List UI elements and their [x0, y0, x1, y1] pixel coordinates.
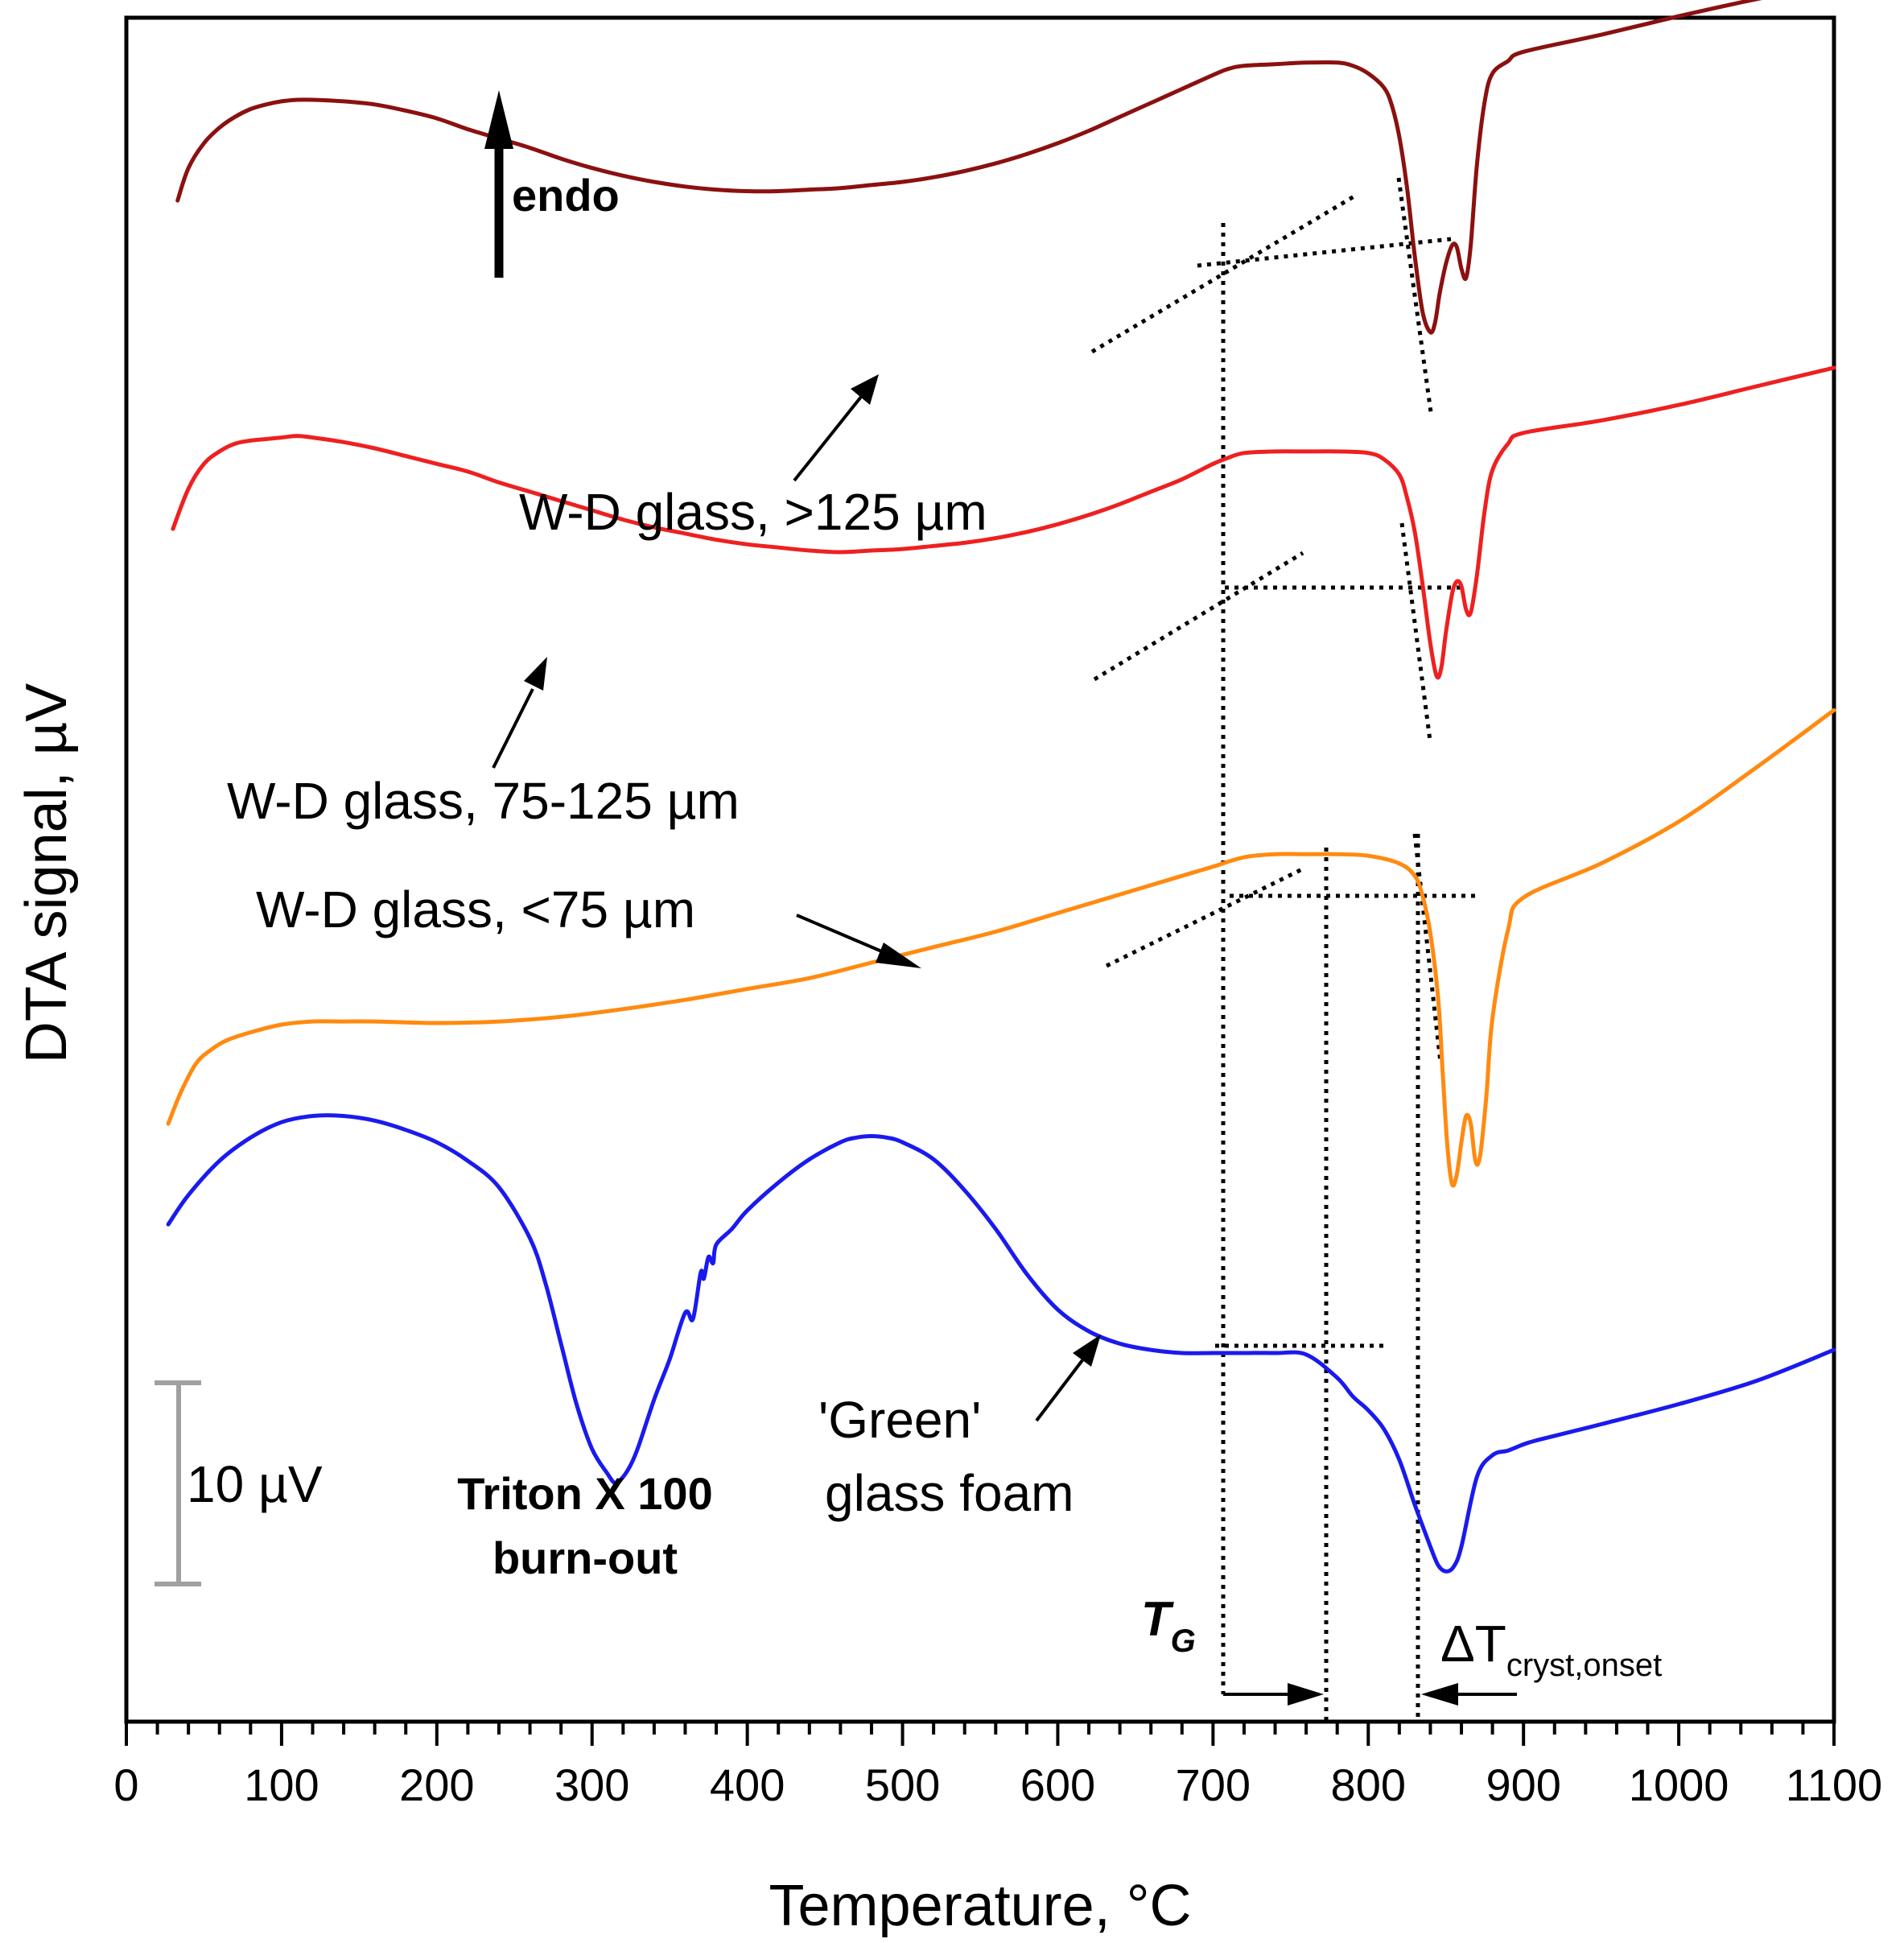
tg-label: TG [1141, 1592, 1196, 1659]
label-green-line1: 'Green' [818, 1391, 981, 1449]
pointer-75-125 [492, 688, 534, 769]
guide-lines [1090, 177, 1481, 1722]
pointer-lt75 [796, 914, 890, 956]
x-tick-label: 200 [399, 1759, 474, 1810]
series-75-125um [171, 365, 1836, 680]
pointer-gt125 [793, 395, 863, 482]
series-layer [166, 0, 1836, 1574]
pointer-green-head [1073, 1335, 1101, 1367]
dt-arrow-head [1421, 1683, 1458, 1706]
x-tick-label: 900 [1486, 1759, 1560, 1810]
pointer-75-125-head [524, 657, 547, 691]
series-gt125um [175, 0, 1762, 335]
x-tick-label: 1100 [1786, 1759, 1882, 1810]
x-tick-label: 0 [113, 1759, 138, 1810]
label-gt125: W-D glass, >125 µm [519, 483, 987, 541]
tangent-gt125-drop [1396, 177, 1433, 413]
pointer-green [1035, 1359, 1084, 1422]
x-tick-label: 800 [1331, 1759, 1406, 1810]
pointer-gt125-head [851, 374, 879, 405]
dt-label-sub: cryst,onset [1506, 1648, 1662, 1683]
x-tick-label: 700 [1176, 1759, 1251, 1810]
tangent-lt75-slope [1105, 867, 1304, 968]
tg-label-sub: G [1171, 1623, 1196, 1659]
x-tick-label: 300 [554, 1759, 629, 1810]
label-triton-line1: Triton X 100 [457, 1468, 712, 1519]
plot-frame [124, 15, 1836, 1724]
tangent-gt125-flat [1197, 237, 1452, 268]
series-green-foam [166, 1113, 1836, 1574]
dt-label-main: ΔT [1440, 1615, 1506, 1673]
series-lt75um [166, 707, 1836, 1188]
tangent-gt125-slope [1090, 192, 1358, 354]
label-75-125: W-D glass, 75-125 µm [227, 772, 740, 830]
x-tick-label: 100 [244, 1759, 319, 1810]
x-axis-title: Temperature, °C [769, 1874, 1192, 1938]
tg-arrow-head [1288, 1683, 1324, 1706]
tg-label-main: T [1141, 1592, 1174, 1646]
x-axis: 0 100 200 300 400 500 600 700 800 900 1000 1100 [113, 1722, 1882, 1810]
y-axis-title: DTA signal, µV [14, 683, 79, 1063]
tangent-75-125-drop [1399, 522, 1432, 741]
dt-cryst-onset-label: ΔTcryst,onset [1440, 1615, 1662, 1683]
label-lt75: W-D glass, <75 µm [256, 881, 695, 938]
scale-bar: 10 µV [155, 1380, 323, 1586]
annotations: W-D glass, >125 µm W-D glass, 75-125 µm … [227, 374, 1662, 1706]
pointer-lt75-head [876, 943, 921, 968]
endo-arrow-head [484, 90, 513, 149]
label-green-line2: glass foam [825, 1464, 1074, 1522]
x-tick-label: 1000 [1629, 1759, 1729, 1810]
label-triton-line2: burn-out [492, 1533, 678, 1583]
endo-indicator: endo [484, 90, 620, 278]
x-tick-label: 600 [1020, 1759, 1095, 1810]
tangent-75-125-slope [1093, 551, 1304, 682]
endo-label: endo [512, 170, 620, 221]
x-tick-label: 500 [865, 1759, 940, 1810]
x-tick-label: 400 [710, 1759, 785, 1810]
scale-bar-label: 10 µV [187, 1455, 323, 1513]
